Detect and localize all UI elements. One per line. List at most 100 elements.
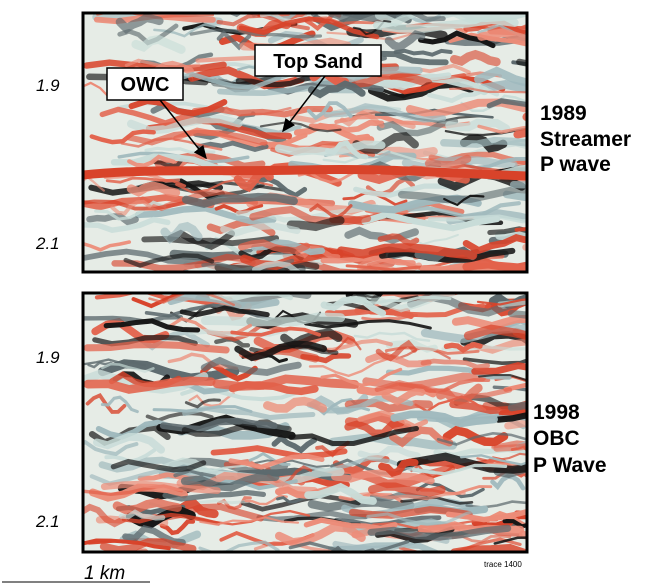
reflector xyxy=(424,154,472,170)
reflector xyxy=(350,293,391,299)
reflector xyxy=(199,516,300,526)
reflector xyxy=(469,338,527,354)
reflector xyxy=(83,240,132,252)
reflector xyxy=(320,255,416,266)
reflector xyxy=(263,396,328,413)
reflector xyxy=(87,361,124,369)
reflector xyxy=(407,201,521,219)
time-tick: 1.9 xyxy=(36,76,60,95)
reflector xyxy=(366,506,488,526)
reflector xyxy=(131,34,186,54)
reflector xyxy=(160,221,203,244)
reflector xyxy=(216,30,252,51)
reflector xyxy=(379,247,516,263)
reflector xyxy=(196,140,269,153)
reflector xyxy=(350,491,466,501)
reflector xyxy=(83,376,216,394)
reflector xyxy=(304,319,432,330)
reflector xyxy=(126,181,181,198)
callout-arrow xyxy=(159,99,207,160)
reflector xyxy=(101,362,155,373)
reflector xyxy=(493,536,527,545)
reflector xyxy=(83,198,199,211)
reflector xyxy=(191,105,333,118)
reflector xyxy=(306,101,353,121)
reflector xyxy=(198,540,280,552)
reflector xyxy=(450,543,527,552)
reflector xyxy=(390,410,498,428)
reflector xyxy=(436,431,527,446)
reflector xyxy=(308,119,385,134)
reflector xyxy=(525,56,527,63)
reflector xyxy=(362,372,487,391)
reflector xyxy=(324,307,414,319)
reflector xyxy=(331,469,435,485)
reflector xyxy=(83,439,139,457)
reflector xyxy=(397,185,527,204)
reflector xyxy=(519,530,527,541)
reflector xyxy=(259,121,342,133)
callout-arrow xyxy=(282,75,326,133)
callout-box xyxy=(106,67,184,101)
reflector xyxy=(110,458,207,473)
reflector xyxy=(343,13,414,23)
reflector xyxy=(361,211,501,232)
callout: OWC xyxy=(121,74,170,96)
reflector xyxy=(83,538,171,551)
callout: Top Sand xyxy=(273,51,363,73)
reflector xyxy=(336,243,478,260)
reflector xyxy=(320,367,403,387)
reflector xyxy=(381,388,426,406)
reflector xyxy=(443,194,485,207)
reflector xyxy=(308,357,389,378)
reflector xyxy=(477,23,527,39)
callout-box xyxy=(254,44,382,77)
reflector xyxy=(374,380,513,400)
reflector xyxy=(509,180,527,189)
reflector xyxy=(478,79,527,94)
reflector xyxy=(507,401,527,412)
reflector xyxy=(103,318,201,333)
reflector xyxy=(462,233,527,255)
reflector xyxy=(100,480,221,494)
reflector xyxy=(377,233,420,247)
reflector xyxy=(288,540,410,552)
reflector xyxy=(184,398,221,409)
reflector xyxy=(463,324,527,341)
reflector xyxy=(235,74,319,88)
reflector xyxy=(153,23,216,38)
reflector xyxy=(189,28,323,39)
reflector xyxy=(234,340,327,362)
scale-label: 1 km xyxy=(84,563,125,584)
reflector xyxy=(182,405,316,421)
reflector xyxy=(118,509,166,521)
reflector xyxy=(462,260,527,272)
reflector xyxy=(286,216,345,232)
reflector xyxy=(516,58,527,67)
reflector xyxy=(367,524,512,541)
reflector xyxy=(100,395,139,414)
panel-label: OBC xyxy=(533,427,580,450)
reflector xyxy=(497,298,527,308)
reflector xyxy=(94,293,233,306)
reflector xyxy=(92,334,198,347)
reflector xyxy=(162,489,266,502)
reflector xyxy=(123,253,215,268)
reflector xyxy=(353,331,431,342)
reflector xyxy=(486,98,527,109)
reflector xyxy=(367,482,446,497)
reflector xyxy=(511,60,527,67)
reflector xyxy=(252,260,326,272)
reflector xyxy=(385,338,438,353)
reflector xyxy=(230,326,322,337)
reflector xyxy=(474,66,527,88)
reflector xyxy=(159,519,196,536)
reflector xyxy=(247,176,308,199)
reflector xyxy=(471,362,527,375)
reflector xyxy=(502,519,527,529)
reflector xyxy=(493,442,527,452)
reflector xyxy=(445,508,527,523)
reflector xyxy=(476,298,527,306)
reflector xyxy=(512,327,527,341)
reflector xyxy=(83,164,527,181)
